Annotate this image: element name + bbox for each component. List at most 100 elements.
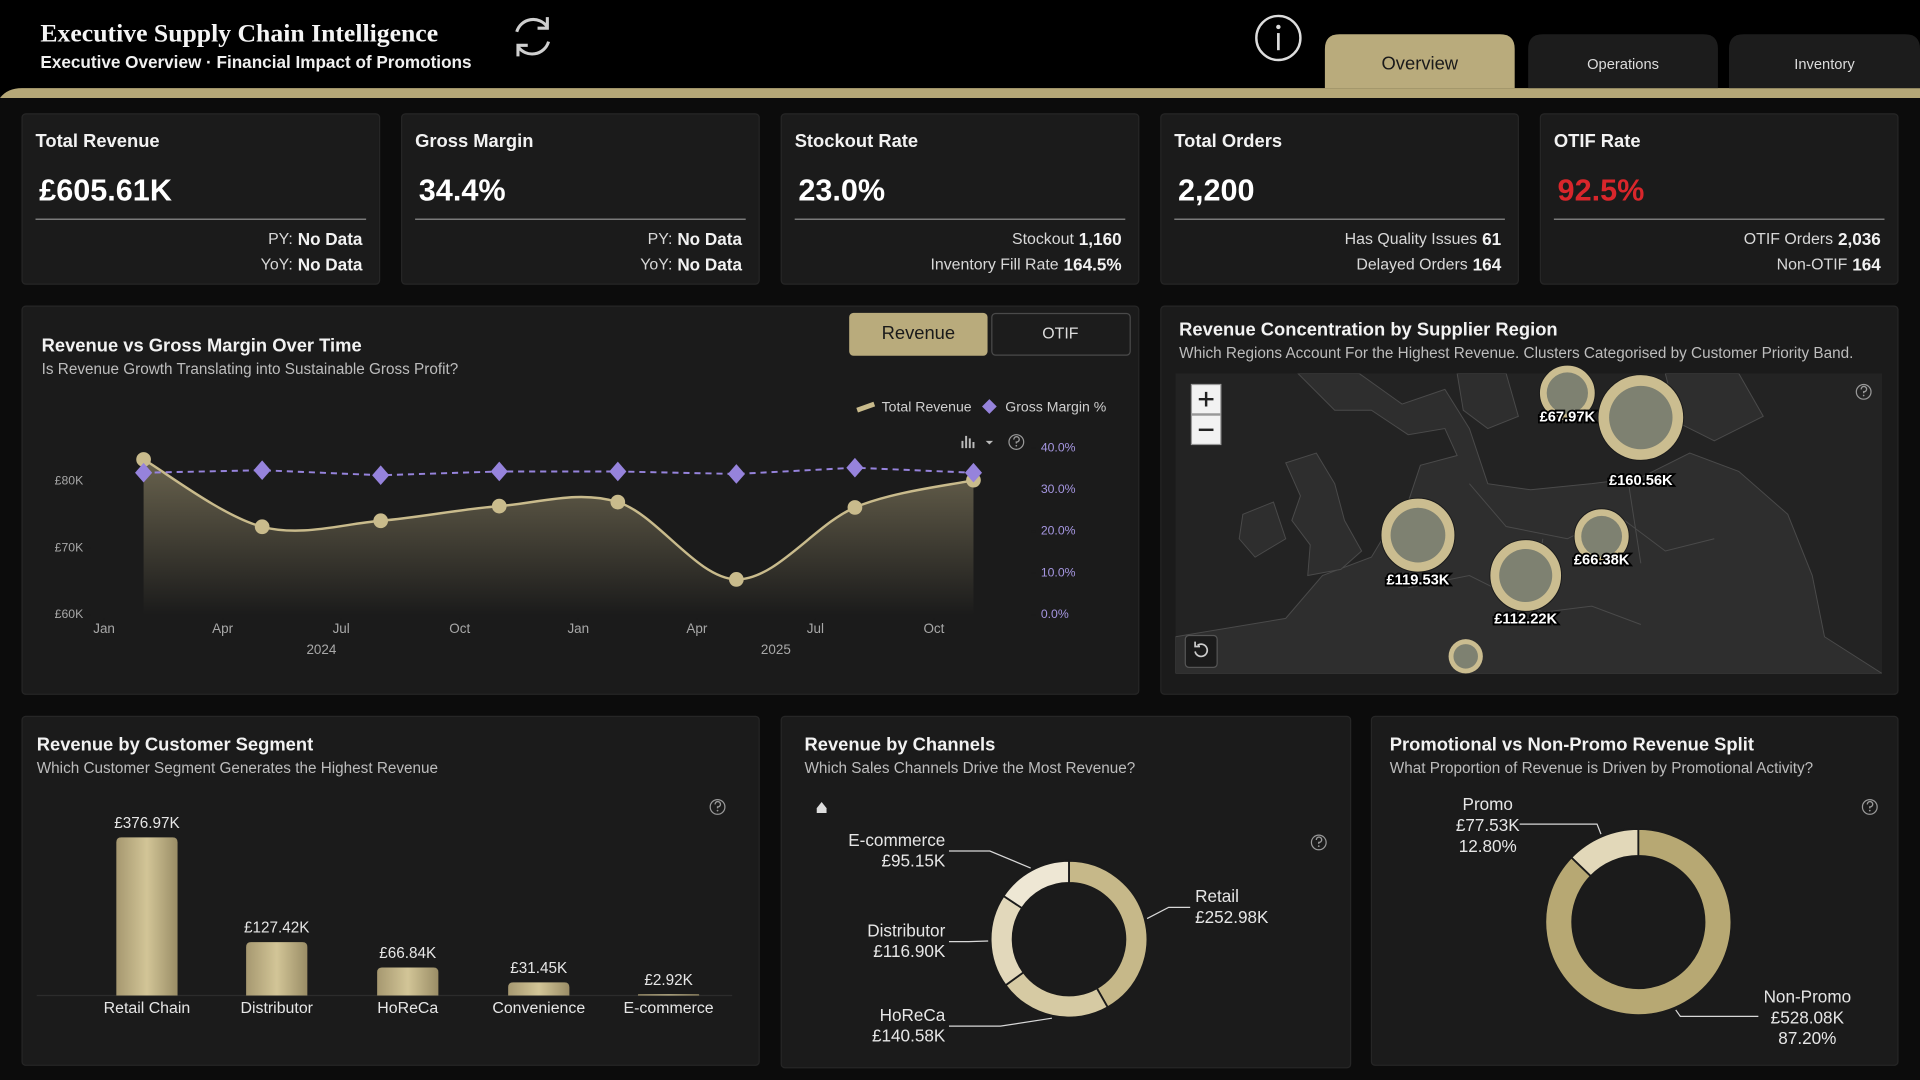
tab-label: Operations (1587, 57, 1659, 73)
bar (508, 982, 570, 996)
kpi-value: 92.5% (1558, 173, 1645, 207)
card (780, 715, 1352, 1069)
donut-category-label: Non-Promo (1764, 986, 1852, 1006)
x-tick-label: Apr (212, 621, 233, 636)
chart-subtitle: Which Regions Account For the Highest Re… (1179, 345, 1853, 362)
zoom-out-button[interactable] (1190, 414, 1222, 446)
bar (246, 942, 308, 996)
x-tick-label: Apr (686, 621, 707, 636)
help-dot (1862, 394, 1865, 397)
donut-value-label: £252.98K (1195, 907, 1269, 927)
kpi-detail: PY: No Data (268, 229, 363, 249)
help-circle (1008, 434, 1025, 450)
help-circle (1861, 798, 1878, 815)
chart-title: Promotional vs Non-Promo Revenue Split (1390, 734, 1754, 755)
refresh-arrow (516, 43, 528, 57)
tab[interactable]: Inventory (1728, 34, 1920, 89)
home-button[interactable] (816, 802, 827, 814)
kpi-title: Gross Margin (415, 130, 533, 151)
kpi-detail-label: YoY: (640, 257, 672, 274)
help-button[interactable] (1008, 434, 1025, 450)
revenue-line (142, 458, 974, 581)
bar-value-label: £66.84K (379, 945, 437, 962)
help-button[interactable] (1855, 383, 1872, 400)
margin-point (609, 461, 627, 482)
donut-category-label: Promo (1463, 794, 1513, 814)
kpi-detail: OTIF Orders 2,036 (1744, 229, 1881, 249)
tab-bg (1728, 34, 1920, 89)
kpi-detail-label: PY: (268, 231, 293, 248)
tab-bar: Overview Operations Inventory (1324, 34, 1920, 89)
legend-label: Gross Margin % (1005, 398, 1106, 414)
tab[interactable]: Operations (1528, 34, 1718, 89)
kpi-card (21, 113, 381, 285)
chart-title: Revenue by Customer Segment (37, 734, 314, 755)
refresh-button[interactable] (515, 17, 551, 57)
map-reset-button[interactable] (1184, 634, 1218, 668)
bar-value-label: £2.92K (644, 972, 693, 989)
chart-type-button[interactable] (961, 435, 994, 449)
kpi-card (1160, 113, 1519, 285)
chart-type-icon (961, 435, 975, 449)
tab-label: Overview (1382, 53, 1459, 74)
kpi-detail: Delayed Orders 164 (1356, 254, 1501, 274)
kpi-title: Total Orders (1174, 130, 1282, 151)
kpi-value: 2,200 (1178, 173, 1255, 207)
map (1175, 373, 1883, 674)
kpi-value: £605.61K (39, 173, 172, 207)
revenue-point (136, 452, 151, 467)
chart-subtitle: Which Customer Segment Generates the Hig… (37, 760, 438, 777)
map-bubble-core (1390, 507, 1446, 563)
y2-tick-label: 20.0% (1041, 524, 1076, 538)
toggle-button[interactable]: OTIF (991, 312, 1131, 356)
x-tick-label: Retail Chain (104, 1000, 191, 1017)
card (1370, 715, 1899, 1066)
bar (116, 837, 178, 996)
help-button[interactable] (1861, 798, 1878, 815)
kpi-detail-label: OTIF Orders (1744, 231, 1833, 248)
x-tick-label: E-commerce (623, 1000, 713, 1017)
info-button[interactable] (1255, 14, 1302, 62)
help-dot (1868, 809, 1871, 812)
zoom-in-button[interactable] (1190, 383, 1222, 415)
kpi-detail-label: PY: (648, 231, 673, 248)
chart-type-caret (985, 440, 994, 445)
revenue-area (143, 459, 974, 615)
tab[interactable]: Overview (1324, 34, 1515, 89)
donut-percent-label: 87.20% (1778, 1028, 1836, 1048)
chart-subtitle: Is Revenue Growth Translating into Susta… (42, 361, 459, 378)
map-land (1238, 501, 1287, 558)
kpi-detail-value: No Data (677, 254, 742, 274)
help-button[interactable] (1310, 834, 1327, 851)
kpi-detail: Stockout 1,160 (1012, 229, 1122, 249)
donut-value-label: £95.15K (881, 851, 945, 871)
app-title: Executive Supply Chain Intelligence (40, 18, 438, 47)
donut-category-label: E-commerce (848, 830, 945, 850)
y-tick-label: £80K (55, 474, 84, 488)
kpi-detail-label: YoY: (261, 257, 293, 274)
bar-value-label: £127.42K (244, 920, 310, 937)
kpi-detail: Inventory Fill Rate 164.5% (930, 254, 1121, 274)
donut-category-label: HoReCa (880, 1005, 946, 1025)
leader-line (948, 1017, 1053, 1027)
kpi-detail-value: 164 (1852, 254, 1881, 274)
kpi-value: 34.4% (419, 173, 506, 207)
map-bubble-core (1609, 385, 1673, 450)
map-reset-bg (1184, 634, 1218, 668)
map-bubble-label: £119.53K (1387, 572, 1450, 588)
tab-label: Inventory (1794, 57, 1855, 73)
x-tick-label: Distributor (240, 1000, 313, 1017)
toggle-button[interactable]: Revenue (849, 312, 988, 356)
leader-line (1146, 906, 1191, 920)
kpi-detail: Has Quality Issues 61 (1345, 229, 1502, 249)
y2-tick-label: 30.0% (1041, 482, 1076, 496)
refresh-arrow (537, 17, 549, 30)
help-button[interactable] (709, 798, 726, 815)
header-bar (0, 88, 1920, 98)
donut-value-label: £116.90K (873, 941, 946, 961)
donut-value-label: £140.58K (872, 1026, 946, 1046)
toggle-bg (849, 312, 988, 356)
kpi-detail-label: Stockout (1012, 231, 1074, 248)
